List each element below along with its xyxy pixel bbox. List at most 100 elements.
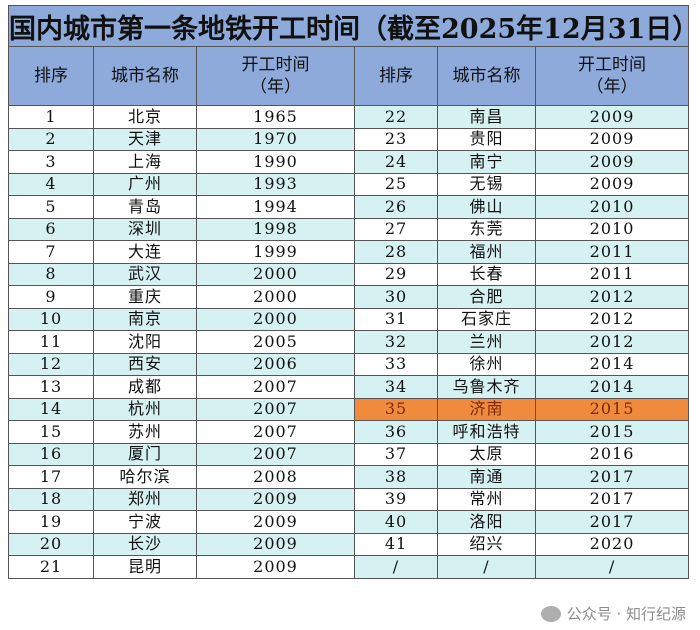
table-body: 1 北京 1965 22 南昌 2009 2 天津 1970 23 贵阳 2009 3 上海 1990 24 南…: [8, 105, 690, 579]
city-cell: 长春: [437, 262, 536, 286]
year-cell: 2007: [196, 420, 355, 444]
city-cell: 沈阳: [93, 330, 197, 354]
year-cell: 2009: [534, 105, 690, 129]
rank-cell: 39: [354, 487, 438, 511]
rank-cell: 41: [354, 532, 438, 556]
year-cell: 2015: [534, 397, 690, 421]
city-cell: 长沙: [93, 532, 197, 556]
rank-cell: 3: [8, 150, 94, 174]
year-cell: 2011: [534, 240, 690, 264]
table-row: 20 长沙 2009 41 绍兴 2020: [8, 532, 690, 556]
rank-cell: 18: [8, 487, 94, 511]
year-cell: 1965: [196, 105, 355, 129]
year-cell: 2009: [196, 532, 355, 556]
table-row: 18 郑州 2009 39 常州 2017: [8, 487, 690, 511]
city-cell: 石家庄: [437, 307, 536, 331]
city-cell: 徐州: [437, 352, 536, 376]
city-cell: 西安: [93, 352, 197, 376]
city-cell: 南宁: [437, 150, 536, 174]
table-row: 12 西安 2006 33 徐州 2014: [8, 352, 690, 376]
year-cell: 2009: [534, 150, 690, 174]
table-row: 8 武汉 2000 29 长春 2011: [8, 262, 690, 286]
rank-cell: 12: [8, 352, 94, 376]
year-cell: /: [534, 555, 690, 579]
rank-cell: 10: [8, 307, 94, 331]
rank-cell: 37: [354, 442, 438, 466]
city-cell: 武汉: [93, 262, 197, 286]
year-cell: 2009: [196, 510, 355, 534]
city-cell: 常州: [437, 487, 536, 511]
city-cell: 南昌: [437, 105, 536, 129]
rank-cell: 1: [8, 105, 94, 129]
rank-cell: 23: [354, 127, 438, 151]
header-year: 开工时间 （年）: [534, 46, 690, 106]
rank-cell: 28: [354, 240, 438, 264]
rank-cell: 27: [354, 217, 438, 241]
city-cell: 南京: [93, 307, 197, 331]
header-city: 城市名称: [437, 46, 536, 106]
header-row: 排序 城市名称 开工时间 （年） 排序 城市名称 开工时间 （年）: [8, 46, 690, 106]
table-row: 11 沈阳 2005 32 兰州 2012: [8, 330, 690, 354]
city-cell: 上海: [93, 150, 197, 174]
table-row: 5 青岛 1994 26 佛山 2010: [8, 195, 690, 219]
year-cell: 2015: [534, 420, 690, 444]
rank-cell: 33: [354, 352, 438, 376]
city-cell: 广州: [93, 172, 197, 196]
city-cell: 乌鲁木齐: [437, 375, 536, 399]
city-cell: 济南: [437, 397, 536, 421]
city-cell: 青岛: [93, 195, 197, 219]
year-cell: 2010: [534, 195, 690, 219]
rank-cell: 40: [354, 510, 438, 534]
rank-cell: 22: [354, 105, 438, 129]
city-cell: 昆明: [93, 555, 197, 579]
year-cell: 2000: [196, 285, 355, 309]
city-cell: 杭州: [93, 397, 197, 421]
year-cell: 2010: [534, 217, 690, 241]
year-cell: 2017: [534, 465, 690, 489]
table-row: 14 杭州 2007 35 济南 2015: [8, 397, 690, 421]
city-cell: 合肥: [437, 285, 536, 309]
rank-cell: 8: [8, 262, 94, 286]
city-cell: 福州: [437, 240, 536, 264]
watermark-text: 公众号 · 知行纪源: [566, 605, 686, 623]
rank-cell: 26: [354, 195, 438, 219]
metro-start-table: 国内城市第一条地铁开工时间（截至2025年12月31日） 排序 城市名称 开工时…: [7, 5, 699, 579]
year-cell: 2000: [196, 307, 355, 331]
year-cell: 2007: [196, 375, 355, 399]
rank-cell: 24: [354, 150, 438, 174]
rank-cell: 31: [354, 307, 438, 331]
table-row: 6 深圳 1998 27 东莞 2010: [8, 217, 690, 241]
rank-cell: 2: [8, 127, 94, 151]
rank-cell: 35: [354, 397, 438, 421]
rank-cell: 38: [354, 465, 438, 489]
year-cell: 2009: [534, 172, 690, 196]
rank-cell: 6: [8, 217, 94, 241]
year-cell: 2017: [534, 510, 690, 534]
table-row: 21 昆明 2009// /: [8, 555, 690, 579]
year-cell: 2007: [196, 397, 355, 421]
year-cell: 2014: [534, 375, 690, 399]
table-row: 1 北京 1965 22 南昌 2009: [8, 105, 690, 129]
year-cell: 2008: [196, 465, 355, 489]
wechat-icon: [540, 606, 561, 622]
city-cell: 成都: [93, 375, 197, 399]
city-cell: 深圳: [93, 217, 197, 241]
table-row: 13 成都 2007 34 乌鲁木齐 2014: [8, 375, 690, 399]
city-cell: 贵阳: [437, 127, 536, 151]
rank-cell: 16: [8, 442, 94, 466]
table-row: 2 天津 1970 23 贵阳 2009: [8, 127, 690, 151]
table-row: 17 哈尔滨 2008 38 南通 2017: [8, 465, 690, 489]
year-cell: 2009: [196, 487, 355, 511]
year-cell: 2000: [196, 262, 355, 286]
rank-cell: 5: [8, 195, 94, 219]
city-cell: 南通: [437, 465, 536, 489]
city-cell: 郑州: [93, 487, 197, 511]
table-row: 15 苏州 2007 36 呼和浩特 2015: [8, 420, 690, 444]
city-cell: 呼和浩特: [437, 420, 536, 444]
year-cell: 2016: [534, 442, 690, 466]
year-cell: 2012: [534, 285, 690, 309]
rank-cell: 20: [8, 532, 94, 556]
rank-cell: /: [354, 555, 438, 579]
year-cell: 2020: [534, 532, 690, 556]
header-rank: 排序: [8, 46, 94, 106]
